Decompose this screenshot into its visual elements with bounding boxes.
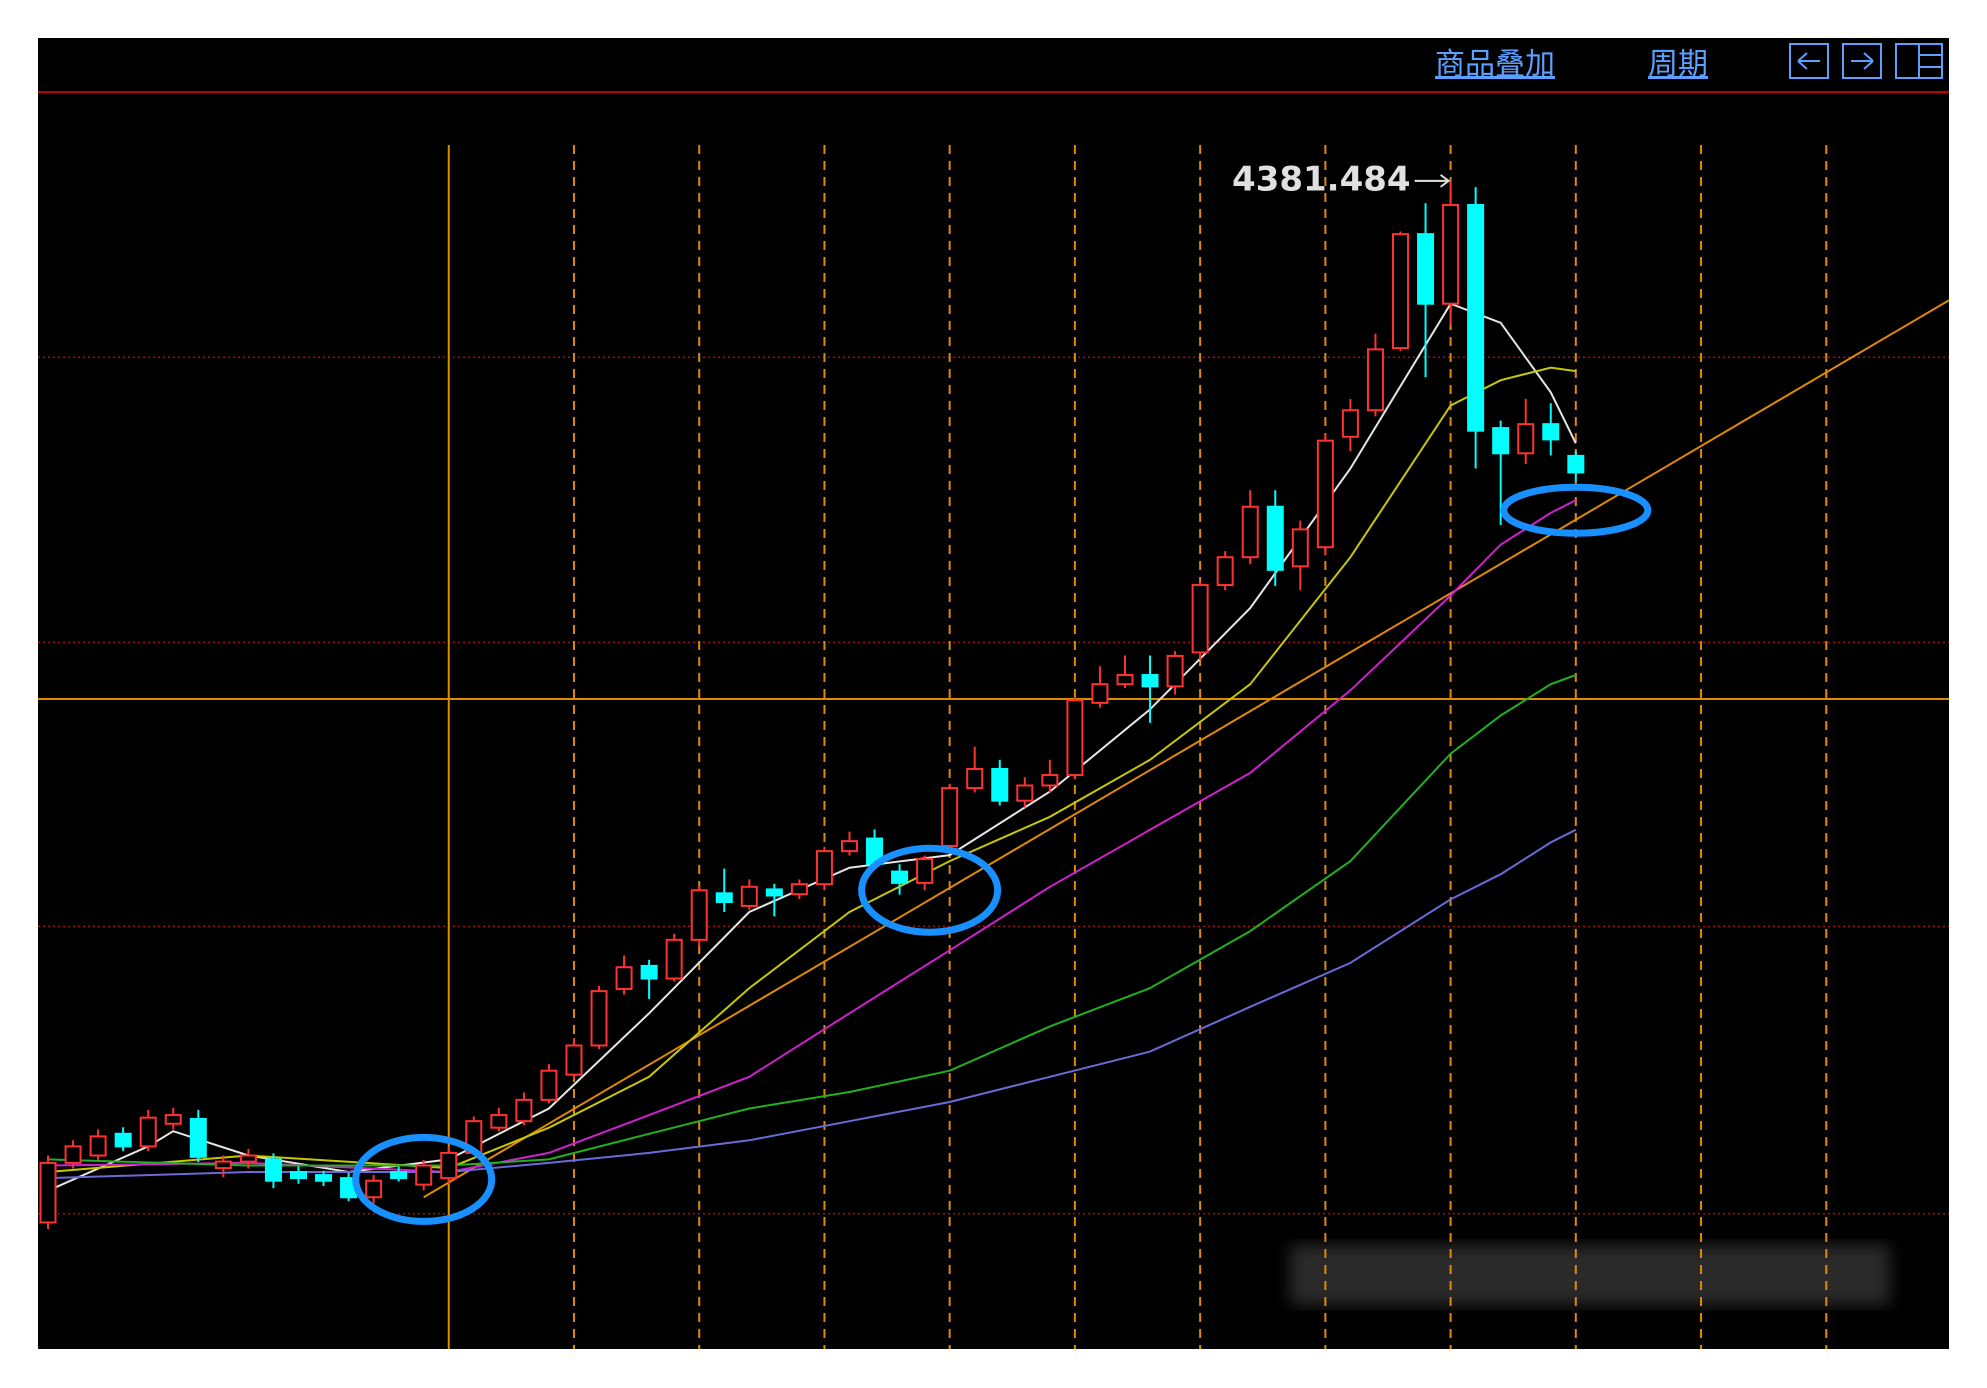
overlay-button[interactable]: 商品叠加 (1435, 47, 1555, 82)
candle-body (765, 888, 783, 897)
candle-body (189, 1117, 207, 1158)
candle-body (515, 1098, 533, 1123)
candle-body (490, 1114, 508, 1129)
candle-body (966, 767, 984, 790)
candle-body (916, 857, 934, 884)
candle-body (264, 1158, 282, 1182)
watermark (1290, 1245, 1890, 1305)
candle-body (891, 870, 909, 884)
candle-body (991, 767, 1009, 802)
moving-average-line (47, 674, 1577, 1167)
candle-body (1492, 427, 1510, 455)
chart-background (38, 38, 1949, 1349)
candle-body (565, 1044, 583, 1076)
candle-body (64, 1145, 82, 1164)
candle-body (214, 1160, 232, 1170)
candle-body (164, 1114, 182, 1125)
candle-body (1216, 556, 1234, 587)
high-arrow (1414, 174, 1451, 188)
candle-body (840, 840, 858, 853)
candle-body (365, 1179, 383, 1199)
candle-body (1567, 454, 1585, 474)
candle-body (665, 938, 683, 980)
candle-body (715, 892, 733, 904)
candle-body (590, 990, 608, 1047)
candle-body (89, 1135, 107, 1157)
candle-body (289, 1171, 307, 1180)
period-button[interactable]: 周期 (1648, 47, 1708, 82)
trend-line (423, 299, 1950, 1199)
candle-body (239, 1154, 257, 1163)
candle-body (440, 1151, 458, 1180)
candle-body (1442, 204, 1460, 305)
candle-body (415, 1164, 433, 1186)
candle-body (1467, 204, 1485, 432)
candle-body (390, 1171, 408, 1180)
candle-body (1066, 699, 1084, 777)
high-label: 4381.484 (1232, 159, 1411, 199)
candle-body (1341, 409, 1359, 438)
candle-body (1241, 505, 1259, 559)
candle-body (1417, 233, 1435, 305)
candle-body (790, 883, 808, 896)
candle-body (1091, 683, 1109, 704)
candle-body (815, 850, 833, 886)
candle-body (1291, 528, 1309, 568)
candle-body (540, 1069, 558, 1101)
moving-average-line (47, 828, 1577, 1180)
candle-body (1366, 348, 1384, 412)
candle-body (640, 964, 658, 980)
candle-body (740, 885, 758, 907)
candle-body (315, 1174, 333, 1182)
candle-body (114, 1132, 132, 1148)
candle-body (1166, 654, 1184, 688)
nav-icons[interactable] (1789, 43, 1943, 79)
candle-body (941, 787, 959, 847)
candle-body (1316, 439, 1334, 549)
candle-body (1517, 423, 1535, 455)
candle-body (139, 1116, 157, 1148)
highlight-ellipse (858, 844, 1002, 936)
candle-body (690, 889, 708, 941)
highlight-ellipse (352, 1133, 496, 1225)
candle-body (1266, 505, 1284, 571)
candle-body (1141, 674, 1159, 688)
candle-body (615, 966, 633, 990)
candle-body (1542, 423, 1560, 441)
candle-body (39, 1161, 57, 1224)
candle-body (1191, 584, 1209, 654)
candle-body (1016, 784, 1034, 802)
candle-body (1116, 674, 1134, 686)
candle-body (1391, 233, 1409, 350)
candle-body (1041, 774, 1059, 787)
highlight-ellipse (1500, 483, 1652, 537)
